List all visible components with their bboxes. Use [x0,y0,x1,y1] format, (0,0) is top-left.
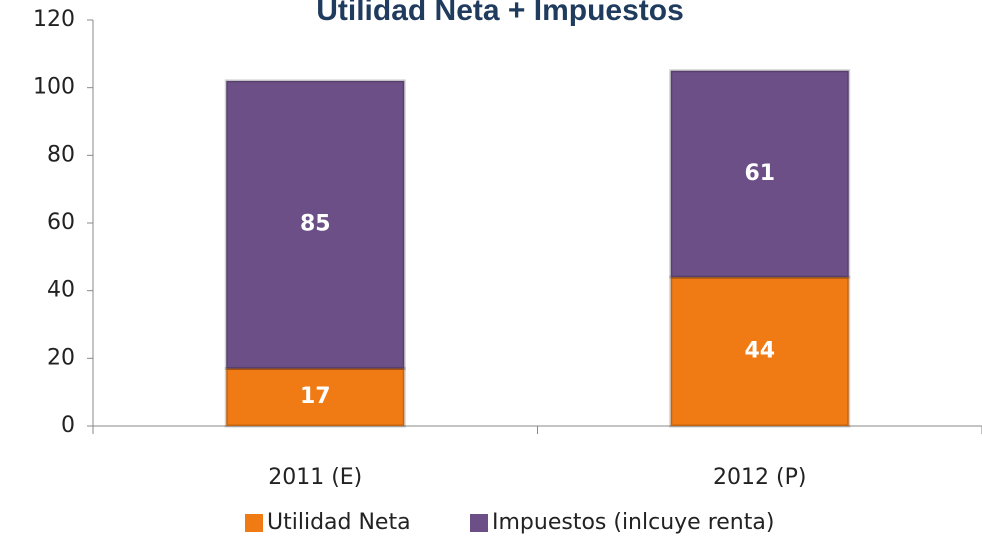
y-tick-label: 60 [47,210,75,235]
bar-segment [224,366,406,428]
data-label: 44 [744,339,775,364]
data-label: 61 [744,161,775,186]
legend-swatch [245,514,263,532]
x-tick-label: 2012 (P) [713,465,806,490]
y-tick-label: 40 [47,278,75,303]
data-label: 17 [300,384,331,409]
x-tick-label: 2011 (E) [268,465,362,490]
legend-label: Utilidad Neta [267,510,411,535]
y-tick-label: 80 [47,142,75,167]
bar-segment [669,69,851,279]
y-tick-label: 0 [61,413,75,438]
data-label: 85 [300,212,331,237]
y-tick-label: 120 [33,7,75,32]
bar-segment [669,275,851,428]
legend-swatch [470,514,488,532]
y-tick-label: 100 [33,75,75,100]
chart-title: Utilidad Neta + Impuestos [316,0,684,27]
y-tick-label: 20 [47,345,75,370]
bar-segment [224,79,406,370]
legend-label: Impuestos (inlcuye renta) [492,510,774,535]
